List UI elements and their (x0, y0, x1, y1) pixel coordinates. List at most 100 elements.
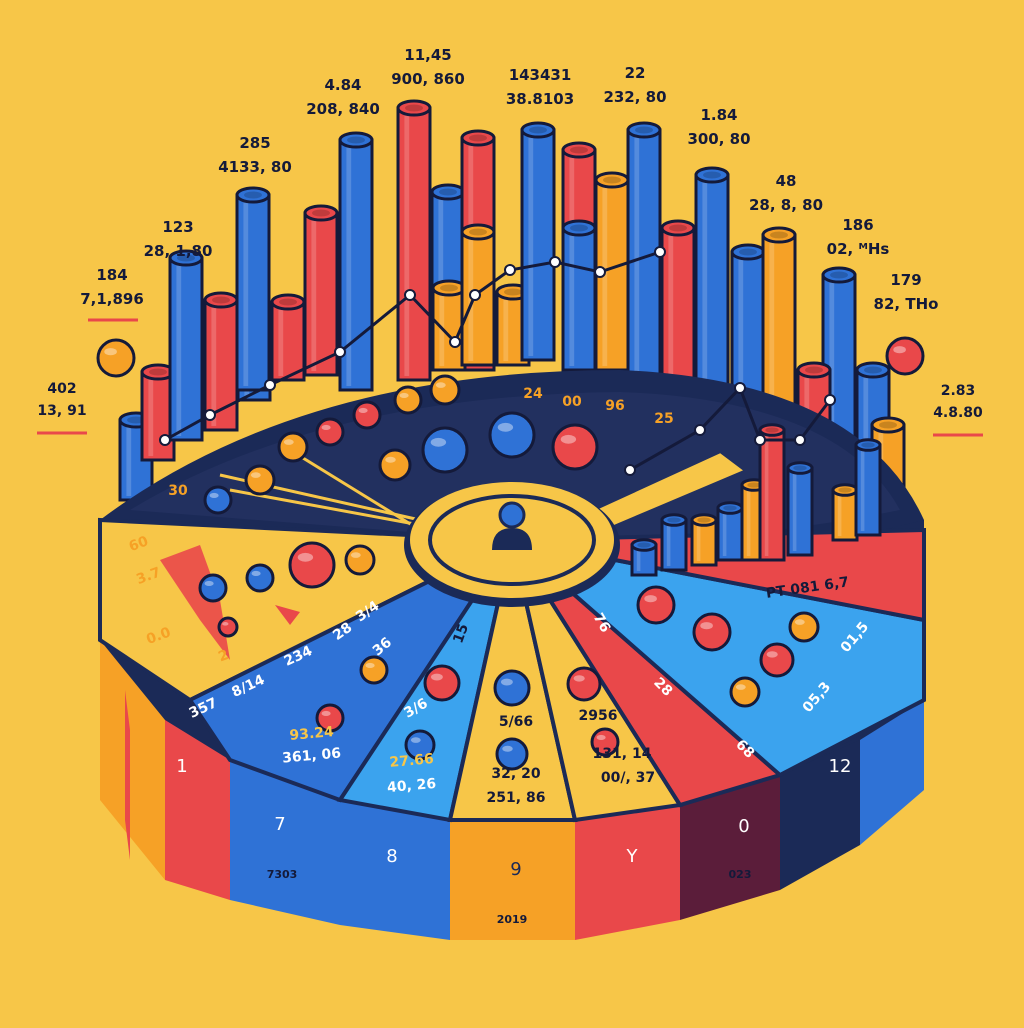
side-value-label-right: 2.83 4.8.80 (933, 383, 983, 437)
svg-text:7,1,896: 7,1,896 (80, 290, 144, 308)
ball-marker (493, 669, 531, 707)
svg-text:4.84: 4.84 (324, 76, 361, 94)
bar-cylinder (235, 186, 271, 392)
trend-point (334, 346, 346, 358)
slice-text: 251, 86 (487, 790, 546, 806)
side-segment-number: 7 (274, 814, 285, 835)
ball-marker (788, 611, 820, 643)
side-segment (340, 800, 450, 940)
bar-cylinder (716, 501, 744, 562)
bar-cylinder (396, 99, 432, 382)
svg-text:38.8103: 38.8103 (506, 90, 574, 108)
bottom-label-left: 7303 (267, 868, 298, 881)
svg-text:28, 1,80: 28, 1,80 (144, 242, 213, 260)
side-segment-number: 8 (386, 846, 397, 867)
side-segment (575, 805, 680, 940)
bar-cylinder (630, 538, 658, 577)
ball-marker (488, 411, 536, 459)
slice-text: 5/66 (499, 714, 533, 730)
bar-cylinder (831, 483, 859, 542)
top-face-number: 25 (654, 411, 673, 427)
bar-value-label: 186 02, ᴹHs (827, 216, 890, 258)
side-segment-number: Y (626, 846, 639, 867)
bar-value-label: 11,45 900, 860 (391, 46, 465, 88)
bar-cylinder (854, 438, 882, 537)
side-segment-number: 0 (738, 816, 749, 837)
svg-text:900, 860: 900, 860 (391, 70, 465, 88)
side-segment (165, 720, 230, 900)
side-segment-number: 1 (176, 756, 187, 777)
bar-cylinder (758, 423, 786, 562)
svg-text:11,45: 11,45 (404, 46, 451, 64)
bar-value-label: 184 7,1,896 (80, 266, 144, 308)
ball-marker (551, 423, 599, 471)
ball-marker (203, 485, 233, 515)
top-face-number: 96 (605, 398, 624, 414)
trend-point (694, 424, 706, 436)
top-face-number: 00 (562, 394, 582, 410)
side-numbers: 1 7 8 9 Y 0 12 7303 2019 023 (176, 756, 851, 926)
bar-value-label: 285 4133, 80 (218, 134, 292, 176)
svg-text:208, 840: 208, 840 (306, 100, 380, 118)
bar-cylinder (203, 291, 239, 432)
svg-text:184: 184 (96, 266, 127, 284)
svg-text:179: 179 (890, 271, 921, 289)
svg-text:186: 186 (842, 216, 873, 234)
slice-text: 131, 14 (593, 746, 652, 762)
ball-marker (636, 585, 676, 625)
svg-text:123: 123 (162, 218, 193, 236)
trend-line (159, 246, 836, 476)
bar-value-label: 143431 38.8103 (506, 66, 574, 108)
trend-point (449, 336, 461, 348)
trend-point (624, 464, 636, 476)
bar-group-back (118, 99, 906, 522)
svg-text:13, 91: 13, 91 (37, 403, 86, 419)
svg-text:402: 402 (47, 381, 76, 397)
bar-value-label: 22 232, 80 (603, 64, 666, 106)
ball-marker (759, 642, 795, 678)
trend-point (404, 289, 416, 301)
side-segment (680, 775, 780, 920)
ball-marker (315, 703, 345, 733)
trend-point (794, 434, 806, 446)
ball-marker (404, 729, 436, 761)
ball-marker (344, 544, 376, 576)
bar-cylinder (786, 461, 814, 557)
side-value-label-left: 402 13, 91 (37, 381, 87, 435)
slice-text: 15 (450, 622, 472, 646)
svg-text:285: 285 (239, 134, 270, 152)
trend-point (594, 266, 606, 278)
slice-text: 32, 20 (491, 766, 540, 782)
slice-text: 40, 26 (386, 776, 436, 796)
bar-cylinder (168, 249, 204, 442)
ball-marker (245, 563, 275, 593)
bar-cylinder (520, 121, 556, 362)
slice-text: 361, 06 (282, 745, 342, 766)
bar-cylinder (660, 513, 688, 572)
svg-text:1.84: 1.84 (700, 106, 737, 124)
svg-text:143431: 143431 (509, 66, 572, 84)
bar-value-label: 4.84 208, 840 (306, 76, 380, 118)
bar-group-front (630, 423, 882, 577)
slice-text: 27.66 (389, 751, 435, 771)
ball-marker (692, 612, 732, 652)
bar-cylinder (660, 219, 696, 387)
ball-marker (198, 573, 228, 603)
trend-point (159, 434, 171, 446)
bar-cylinder (270, 293, 306, 382)
side-segment (100, 640, 165, 880)
bar-value-label: 48 28, 8, 80 (749, 172, 823, 214)
trend-point (504, 264, 516, 276)
svg-text:02, ᴹHs: 02, ᴹHs (827, 240, 890, 258)
ball-marker (352, 400, 382, 430)
person-icon (492, 528, 532, 550)
ball-marker (885, 336, 925, 376)
trend-point (754, 434, 766, 446)
bar-cylinder (690, 513, 718, 567)
side-segment (780, 740, 860, 890)
bar-value-label: 1.84 300, 80 (687, 106, 750, 148)
bottom-label-right: 023 (729, 868, 752, 881)
svg-text:4.8.80: 4.8.80 (933, 405, 983, 421)
